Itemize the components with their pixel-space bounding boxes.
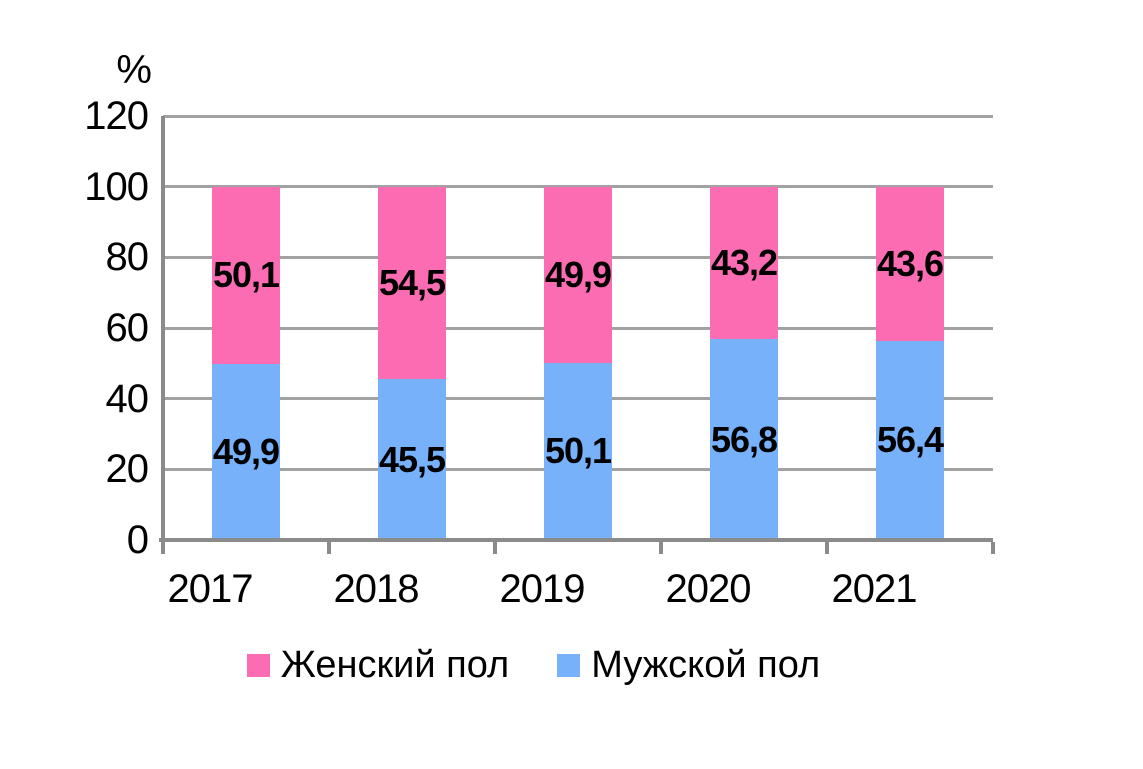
- bar-segment-male-2017: 49,9: [212, 363, 280, 540]
- bar-segment-female-2019: 49,9: [544, 186, 612, 363]
- gridline-100: [163, 185, 993, 189]
- x-category-label-2018: 2018: [333, 567, 420, 611]
- value-label-female-2019: 49,9: [544, 253, 612, 295]
- x-axis-tick-2: [493, 542, 497, 554]
- value-label-male-2019: 50,1: [544, 430, 612, 472]
- value-label-female-2021: 43,6: [876, 242, 944, 284]
- bar-segment-female-2017: 50,1: [212, 186, 280, 364]
- x-axis-tick-4: [825, 542, 829, 554]
- x-category-label-2019: 2019: [499, 567, 586, 611]
- y-axis-line: [161, 116, 165, 552]
- y-tick-label-100: 100: [84, 164, 149, 209]
- value-label-female-2020: 43,2: [710, 242, 778, 283]
- x-category-label-2020: 2020: [665, 567, 752, 611]
- bar-segment-male-2019: 50,1: [544, 362, 612, 540]
- x-category-label-2021: 2021: [831, 567, 918, 611]
- x-axis-tick-1: [327, 542, 331, 554]
- value-label-male-2017: 49,9: [212, 430, 280, 472]
- bar-segment-male-2021: 56,4: [876, 340, 944, 540]
- y-tick-label-60: 60: [105, 306, 150, 350]
- legend-label-female: Женский пол: [280, 644, 510, 686]
- value-label-male-2020: 56,8: [710, 418, 778, 460]
- bar-2020: 56,8 43,2: [710, 116, 778, 540]
- y-tick-label-120: 120: [84, 94, 149, 138]
- legend-swatch-male: [557, 653, 581, 677]
- x-axis-tick-5: [991, 542, 995, 554]
- y-tick-label-40: 40: [105, 376, 150, 421]
- bar-segment-male-2020: 56,8: [710, 339, 778, 540]
- value-label-male-2021: 56,4: [876, 419, 944, 461]
- value-label-male-2018: 45,5: [378, 438, 446, 480]
- bar-2019: 50,1 49,9: [544, 116, 612, 540]
- bar-segment-male-2018: 45,5: [378, 379, 446, 540]
- bar-segment-female-2018: 54,5: [378, 186, 446, 380]
- legend-label-male: Мужской пол: [591, 644, 821, 686]
- value-label-female-2018: 54,5: [378, 261, 446, 303]
- bar-segment-female-2020: 43,2: [710, 186, 778, 340]
- x-category-label-2017: 2017: [167, 567, 254, 611]
- legend-item-female: Женский пол: [246, 643, 510, 687]
- y-axis-unit-label: %: [116, 48, 152, 92]
- x-axis-tick-0: [161, 542, 165, 554]
- plot-area: 49,9 50,1 45,5 54,5 50,1 49,9 56,8 43,2 56,4 43,6: [159, 114, 995, 554]
- bar-2021: 56,4 43,6: [876, 116, 944, 540]
- legend-swatch-female: [246, 653, 270, 677]
- y-tick-label-0: 0: [126, 518, 149, 562]
- value-label-female-2017: 50,1: [212, 254, 280, 296]
- legend-item-male: Мужской пол: [557, 643, 820, 687]
- legend: Женский пол Мужской пол: [0, 643, 1105, 687]
- bar-2017: 49,9 50,1: [212, 116, 280, 540]
- bar-2018: 45,5 54,5: [378, 116, 446, 540]
- y-tick-label-20: 20: [105, 447, 150, 492]
- x-axis-tick-3: [659, 542, 663, 554]
- gridline-120: [163, 114, 993, 118]
- bar-segment-female-2021: 43,6: [876, 186, 944, 341]
- y-tick-label-80: 80: [105, 235, 150, 280]
- x-axis-line: [159, 538, 993, 542]
